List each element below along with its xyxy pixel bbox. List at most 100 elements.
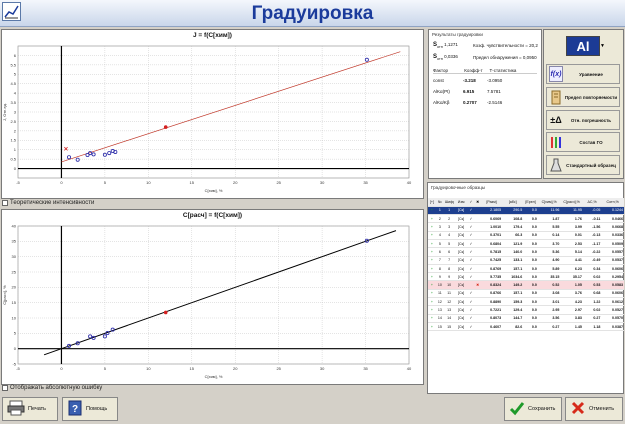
column-header[interactable]: ΔC,% <box>582 198 602 207</box>
table-cell: 8 <box>435 264 444 274</box>
column-header[interactable]: Cотн,% <box>601 198 624 207</box>
table-cell[interactable] <box>474 239 481 249</box>
table-cell: [Ск] <box>454 264 468 274</box>
data-point <box>75 341 80 346</box>
coef-sensitivity-value: = 20,2 <box>525 43 538 48</box>
table-cell[interactable] <box>474 214 481 224</box>
table-cell: -0.05 <box>582 206 602 216</box>
table-cell[interactable]: ✓ <box>467 231 475 241</box>
x-tick-label: 10 <box>146 366 151 371</box>
table-cell[interactable]: ✓ <box>467 272 475 282</box>
table-cell: 3.76 <box>560 289 583 299</box>
theoretical-checkbox[interactable]: Теоретические интенсивности <box>2 200 94 206</box>
column-header[interactable]: ✖ <box>474 198 481 207</box>
column-header[interactable]: ✓ <box>467 198 475 207</box>
s-rel-2-sub: отн <box>437 56 443 61</box>
table-cell[interactable] <box>474 289 481 299</box>
print-button[interactable]: Печать <box>2 397 58 421</box>
table-cell[interactable] <box>474 314 481 323</box>
table-cell[interactable]: ✓ <box>467 322 475 332</box>
table-cell[interactable]: ✓ <box>467 239 475 249</box>
table-cell[interactable]: ✓ <box>467 289 475 299</box>
table-row[interactable]: +1 1 [Ск] ✓ 2.1805 290.5 0.0 11.96 11.95 -0.05 0.1… <box>428 206 624 216</box>
column-header[interactable]: [Ерел] <box>523 198 538 207</box>
table-row[interactable]: +4 4 [Ск] ✓ 0.3701 66.3 0.0 0.14 0.01 -0.13 0.0336 <box>428 231 624 241</box>
table-cell[interactable] <box>474 247 481 257</box>
abs-error-checkbox[interactable]: Отображать абсолютную ошибку <box>2 385 102 391</box>
equation-button[interactable]: f(x) Уравнение <box>546 64 620 84</box>
table-cell[interactable]: ✓ <box>467 314 475 323</box>
scroll-icon <box>549 89 563 105</box>
column-header[interactable]: № <box>435 198 444 207</box>
table-cell[interactable] <box>474 264 481 274</box>
y-tick-label: 2 <box>14 128 17 133</box>
table-row[interactable]: +2 2 [Ск] ✓ 0.6069 108.8 0.0 1.87 1.76 -0.11 0.046… <box>428 214 624 224</box>
table-cell[interactable] <box>474 256 481 265</box>
y-tick-label: 20 <box>12 285 17 290</box>
table-row[interactable]: +5 5 [Ск] ✓ 0.6804 121.9 0.0 3.70 2.53 -1.17 0.050… <box>428 239 624 249</box>
table-row[interactable]: +15 15 [Ск] ✓ 0.4607 82.6 0.0 0.27 1.45 1.18 0.038… <box>428 322 624 332</box>
table-row[interactable]: +6 6 [Ск] ✓ 0.7815 140.0 0.0 5.36 5.14 -0.22 0.055… <box>428 247 624 257</box>
table-cell: 0.27 <box>537 322 561 332</box>
svg-text:?: ? <box>72 404 78 415</box>
table-cell[interactable] <box>467 280 475 290</box>
standard-sample-button[interactable]: Стандартный образец <box>546 155 620 175</box>
column-header[interactable]: Изм <box>454 198 468 207</box>
column-header[interactable]: [абс] <box>502 198 524 207</box>
table-cell[interactable] <box>474 322 481 332</box>
repeatability-button[interactable]: Предел повторяемости <box>546 87 620 107</box>
abs-error-checkbox-box[interactable] <box>2 385 8 391</box>
y-tick-label: 1.5 <box>10 138 16 143</box>
table-cell[interactable] <box>474 206 481 216</box>
table-row[interactable]: +3 3 [Ск] ✓ 1.0010 179.4 0.0 5.55 3.99 -1.56 0.066… <box>428 222 624 232</box>
table-cell[interactable]: ✓ <box>467 264 475 274</box>
table-cell[interactable]: ✓ <box>467 222 475 232</box>
x-axis-label: C[хим], % <box>205 374 223 379</box>
coef-sensitivity: Коэф. чувствительности = 20,2 <box>473 43 538 48</box>
column-header[interactable]: C[хим],% <box>537 198 561 207</box>
y-axis-label: C[расч], % <box>2 285 7 305</box>
table-cell[interactable] <box>474 222 481 232</box>
table-row[interactable]: +9 9 [Ск] ✓ 5.7735 1034.6 0.0 35.15 35.17 0.02 0.2… <box>428 272 624 282</box>
table-cell[interactable]: ✓ <box>467 297 475 307</box>
table-cell[interactable]: ✓ <box>467 256 475 265</box>
table-cell[interactable]: ✓ <box>467 206 475 216</box>
table-cell: 8 <box>443 264 455 274</box>
table-row[interactable]: +11 11 [Ск] ✓ 0.8766 157.1 0.0 3.08 3.76 0.68 0.06… <box>428 289 624 299</box>
column-header[interactable]: [Разм] <box>480 198 503 207</box>
table-cell: 0.7425 <box>480 256 503 265</box>
table-cell: 0.8073 <box>480 314 503 323</box>
table-row[interactable]: +10 10 [Ск] ✖ 0.8324 149.2 0.0 0.52 1.05 0.53 0.05… <box>428 280 624 290</box>
table-cell: 0.0583 <box>601 280 624 290</box>
table-cell[interactable]: ✓ <box>467 247 475 257</box>
table-cell[interactable] <box>474 231 481 241</box>
save-button[interactable]: Сохранить <box>504 397 562 421</box>
table-cell[interactable] <box>474 297 481 307</box>
column-header[interactable]: C[расч],% <box>560 198 583 207</box>
table-row[interactable]: +8 8 [Ск] ✓ 0.8769 157.1 0.0 5.89 6.23 0.34 0.0606 <box>428 264 624 274</box>
element-select[interactable]: Al ▼ <box>566 36 605 56</box>
table-row[interactable]: +7 7 [Ск] ✓ 0.7425 133.1 0.0 4.90 4.41 -0.49 0.053… <box>428 256 624 265</box>
table-cell: 0.8766 <box>480 289 503 299</box>
table-row[interactable]: +14 14 [Ск] ✓ 0.8073 144.7 0.0 3.56 3.83 0.27 0.05… <box>428 314 624 323</box>
table-cell[interactable]: ✖ <box>474 280 481 290</box>
table-cell: 2.53 <box>560 239 583 249</box>
y-tick-label: 4 <box>14 91 17 96</box>
table-cell[interactable] <box>474 305 481 315</box>
table-cell[interactable]: ✓ <box>467 214 475 224</box>
table-cell[interactable]: ✓ <box>467 305 475 315</box>
table-row[interactable]: +13 13 [Ск] ✓ 0.7221 129.4 0.0 2.95 2.97 0.02 0.05… <box>428 305 624 315</box>
rel-error-button[interactable]: ±Δ Отн. погрешность <box>546 110 620 130</box>
y-tick-label: 10 <box>12 315 17 320</box>
table-cell[interactable] <box>474 272 481 282</box>
help-button[interactable]: ? Помощь <box>62 397 118 421</box>
table-cell: + <box>428 280 436 290</box>
table-row[interactable]: +12 12 [Ск] ✓ 0.8890 159.3 0.0 3.01 4.23 1.22 0.06… <box>428 297 624 307</box>
theoretical-checkbox-box[interactable] <box>2 200 8 206</box>
factor-table-header: Фактор Коэфф-т Т-статистика <box>433 68 537 74</box>
composition-button[interactable]: Состав ГО <box>546 132 620 152</box>
cancel-button[interactable]: Отменить <box>565 397 623 421</box>
column-header[interactable]: Шифр <box>443 198 455 207</box>
factor-t: -3.0950 <box>487 78 503 83</box>
column-header[interactable]: [+] <box>428 198 436 207</box>
